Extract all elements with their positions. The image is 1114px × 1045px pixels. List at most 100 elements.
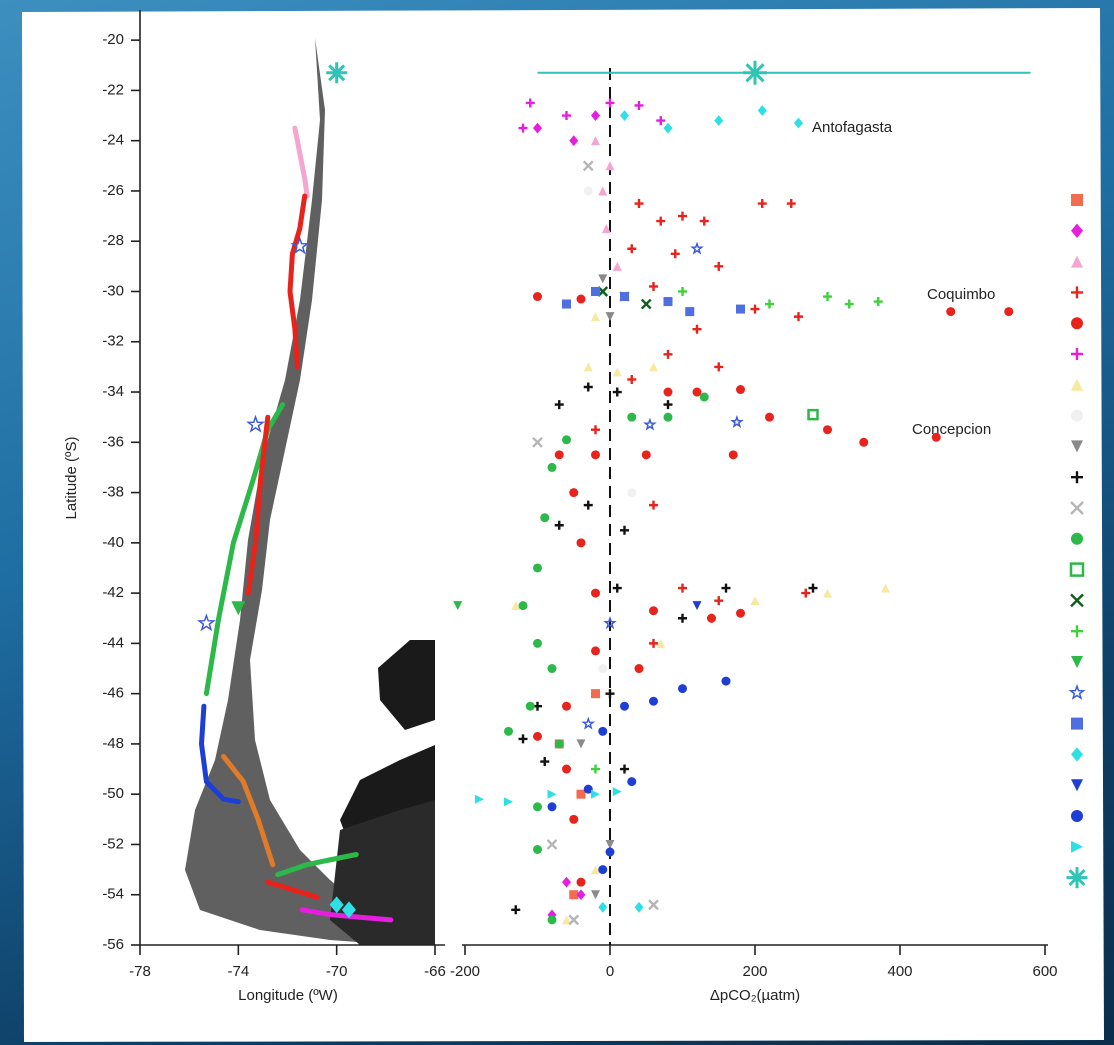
square-marker <box>620 292 629 302</box>
triangle-marker <box>601 224 611 234</box>
circle-marker <box>533 802 542 812</box>
triangle-marker <box>881 583 890 593</box>
circle-marker <box>627 412 637 422</box>
x-tick-label: 400 <box>887 963 912 980</box>
circle-marker <box>591 646 600 656</box>
legend-marker <box>1071 810 1083 822</box>
triangle-marker <box>591 136 600 146</box>
diamond-marker <box>598 901 608 913</box>
plus-marker <box>583 382 593 392</box>
circle-marker <box>692 387 702 397</box>
x-marker <box>568 914 580 926</box>
circle-marker <box>576 538 586 548</box>
x-marker <box>648 899 659 911</box>
star-marker <box>730 414 744 429</box>
triangle-marker <box>591 890 600 900</box>
circle-marker <box>547 802 557 812</box>
legend-marker <box>1068 684 1086 700</box>
triangle-marker <box>598 186 608 196</box>
y-tick-label: -52 <box>102 835 124 852</box>
x-axis-label: Longitude (ºW) <box>238 987 338 1004</box>
circle-marker <box>721 676 731 686</box>
plus-marker <box>794 312 803 322</box>
plus-marker <box>670 249 680 259</box>
plus-marker <box>605 689 615 699</box>
y-tick-label: -54 <box>102 886 124 903</box>
plus-marker <box>714 596 724 606</box>
circle-marker <box>576 877 586 887</box>
square-marker <box>576 789 586 799</box>
plus-marker <box>562 111 571 121</box>
star-marker <box>246 414 266 433</box>
triangle-marker <box>591 312 600 322</box>
circle-marker <box>823 425 832 435</box>
y-tick-label: -34 <box>102 383 124 400</box>
legend-marker <box>1071 717 1083 730</box>
square-marker <box>569 890 579 900</box>
star-marker <box>196 613 216 632</box>
plus-marker <box>518 123 528 133</box>
plus-marker <box>525 98 535 108</box>
square-marker <box>591 689 600 699</box>
circle-marker <box>547 664 557 674</box>
legend-marker <box>1070 593 1084 608</box>
diamond-marker <box>533 122 542 134</box>
plus-marker <box>844 299 854 309</box>
x-tick-label: 600 <box>1032 963 1057 980</box>
circle-marker <box>547 462 557 472</box>
x-tick-label: -78 <box>129 963 151 980</box>
legend-marker <box>1070 501 1084 515</box>
circle-marker <box>533 292 542 302</box>
triangle-marker <box>504 797 513 807</box>
plus-marker <box>612 387 622 397</box>
plus-marker <box>540 757 550 767</box>
legend-marker <box>1071 440 1083 453</box>
x-tick-label: -66 <box>424 963 446 980</box>
plus-marker <box>663 349 673 359</box>
ship-track <box>221 754 276 868</box>
triangle-marker <box>656 638 666 648</box>
plus-marker <box>678 286 687 296</box>
circle-marker <box>728 450 738 460</box>
triangle-marker <box>750 596 760 606</box>
circle-marker <box>533 731 542 741</box>
y-tick-label: -26 <box>102 182 124 199</box>
plus-marker <box>873 297 883 307</box>
circle-marker <box>518 601 528 611</box>
circle-marker <box>663 387 673 397</box>
plus-marker <box>591 425 600 435</box>
y-tick-label: -30 <box>102 282 124 299</box>
triangle-marker <box>231 601 246 616</box>
square-marker <box>685 307 695 317</box>
circle-marker <box>620 701 629 711</box>
square-marker <box>562 299 571 309</box>
star-marker <box>643 417 657 431</box>
legend-marker <box>1071 255 1083 268</box>
star-marker <box>603 616 617 630</box>
circle-marker <box>576 294 586 304</box>
circle-marker <box>562 764 571 774</box>
plus-marker <box>699 216 709 226</box>
circle-marker <box>554 739 564 749</box>
plus-marker <box>583 500 593 510</box>
star-marker <box>690 241 704 255</box>
circle-marker <box>591 588 600 598</box>
plus-marker <box>656 216 666 226</box>
circle-marker <box>583 186 593 196</box>
legend-marker <box>1071 378 1083 391</box>
plus-marker <box>678 613 687 623</box>
y-tick-label: -32 <box>102 333 124 350</box>
triangle-marker <box>583 362 593 372</box>
y-tick-label: -24 <box>102 132 124 149</box>
diamond-marker <box>576 889 586 901</box>
y-tick-label: -28 <box>102 232 124 249</box>
plus-marker <box>591 764 600 774</box>
ship-track <box>265 879 320 900</box>
x-marker <box>640 298 652 310</box>
triangle-marker <box>562 915 571 925</box>
diamond-marker <box>634 901 644 913</box>
circle-marker <box>634 664 644 674</box>
x-tick-label: 200 <box>742 963 767 980</box>
plus-marker <box>627 244 637 254</box>
legend-marker <box>1071 779 1083 792</box>
